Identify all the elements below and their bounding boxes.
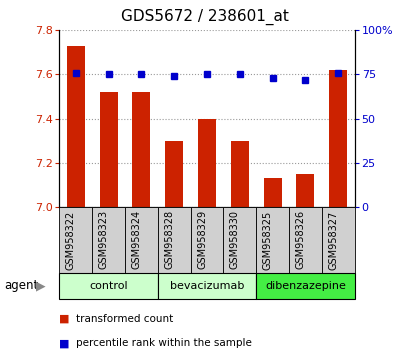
Text: agent: agent	[4, 279, 38, 292]
Bar	[157, 273, 256, 299]
Text: GSM958329: GSM958329	[197, 210, 207, 269]
Bar	[132, 92, 150, 207]
Bar	[296, 174, 314, 207]
Bar	[288, 207, 321, 273]
Bar	[59, 207, 92, 273]
Text: GSM958325: GSM958325	[262, 210, 272, 270]
Text: GSM958327: GSM958327	[328, 210, 337, 270]
Bar	[198, 119, 216, 207]
Bar	[99, 92, 117, 207]
Text: GSM958326: GSM958326	[295, 210, 305, 269]
Text: transformed count: transformed count	[76, 314, 173, 324]
Bar	[157, 207, 190, 273]
Bar	[256, 207, 288, 273]
Bar	[125, 207, 157, 273]
Text: GSM958322: GSM958322	[66, 210, 76, 270]
Text: ▶: ▶	[36, 279, 45, 292]
Text: dibenzazepine: dibenzazepine	[264, 281, 345, 291]
Text: control: control	[89, 281, 128, 291]
Text: ■: ■	[59, 314, 70, 324]
Bar	[92, 207, 125, 273]
Bar	[256, 273, 354, 299]
Text: GSM958323: GSM958323	[99, 210, 108, 269]
Bar	[165, 141, 183, 207]
Bar	[328, 70, 346, 207]
Bar	[59, 273, 157, 299]
Bar	[223, 207, 256, 273]
Bar	[67, 46, 85, 207]
Bar	[263, 178, 281, 207]
Text: GDS5672 / 238601_at: GDS5672 / 238601_at	[121, 9, 288, 25]
Bar	[321, 207, 354, 273]
Text: percentile rank within the sample: percentile rank within the sample	[76, 338, 251, 348]
Text: ■: ■	[59, 338, 70, 348]
Text: bevacizumab: bevacizumab	[169, 281, 244, 291]
Text: GSM958330: GSM958330	[229, 210, 239, 269]
Text: GSM958328: GSM958328	[164, 210, 174, 269]
Bar	[230, 141, 248, 207]
Text: GSM958324: GSM958324	[131, 210, 141, 269]
Bar	[190, 207, 223, 273]
